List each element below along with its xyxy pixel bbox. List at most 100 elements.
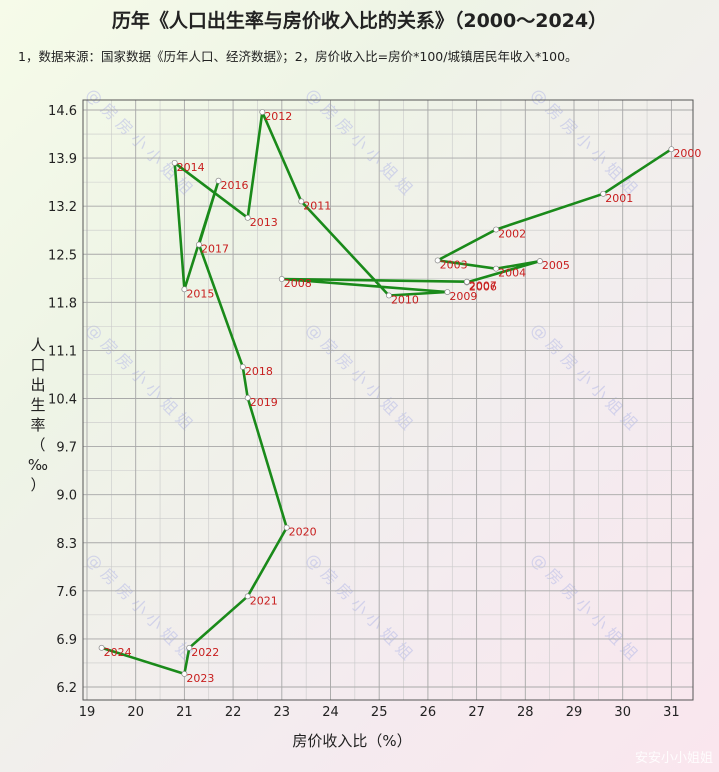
y-tick-label: 12.5: [48, 248, 77, 263]
x-tick-label: 24: [322, 705, 339, 720]
x-tick-label: 30: [614, 705, 631, 720]
x-tick-label: 22: [225, 705, 242, 720]
point-label-2015: 2015: [186, 287, 214, 300]
point-marker-2023: [181, 670, 188, 677]
x-tick-label: 26: [420, 705, 437, 720]
y-axis-title-char: ）: [30, 476, 45, 494]
tick-labels: 19 20 21 22 23 24 25 26 27 28 29 30 316.26.97.68.39.…: [48, 104, 680, 720]
point-marker-2019: [244, 394, 251, 401]
point-marker-2011: [298, 198, 305, 205]
point-marker-2022: [186, 644, 193, 651]
point-label-2002: 2002: [498, 228, 526, 241]
point-label-2020: 2020: [289, 526, 317, 539]
y-axis-title-char: 出: [30, 376, 45, 394]
y-axis-title-char: 口: [30, 356, 45, 374]
point-label-2018: 2018: [245, 365, 273, 378]
x-tick-label: 25: [371, 705, 388, 720]
point-marker-2024: [98, 644, 105, 651]
point-label-2000: 2000: [673, 147, 701, 160]
y-tick-label: 6.2: [56, 681, 77, 696]
y-tick-label: 11.8: [48, 296, 77, 311]
y-tick-label: 9.7: [56, 441, 77, 456]
watermark-text: @ 房 房 小 小 姐 姐: [302, 319, 416, 433]
x-tick-label: 29: [566, 705, 583, 720]
y-tick-label: 13.2: [48, 200, 77, 215]
point-label-2013: 2013: [250, 216, 278, 229]
point-label-2012: 2012: [264, 110, 292, 123]
point-marker-2001: [600, 190, 607, 197]
point-label-2003: 2003: [440, 258, 468, 271]
point-marker-2014: [171, 159, 178, 166]
watermark-text: @ 房 房 小 小 姐 姐: [82, 84, 196, 198]
point-marker-2007: [463, 278, 470, 285]
author-watermark: 安安小小姐姐: [634, 751, 713, 766]
x-tick-label: 23: [274, 705, 291, 720]
y-tick-label: 7.6: [56, 585, 77, 600]
point-marker-2012: [259, 109, 266, 116]
point-label-2024: 2024: [104, 646, 132, 659]
point-marker-2021: [244, 593, 251, 600]
x-tick-label: 27: [468, 705, 485, 720]
point-marker-2013: [244, 214, 251, 221]
point-label-2021: 2021: [250, 594, 278, 607]
point-label-2008: 2008: [284, 277, 312, 290]
point-label-2006: 2006: [469, 280, 497, 293]
x-tick-label: 20: [127, 705, 144, 720]
point-label-2001: 2001: [605, 192, 633, 205]
point-label-2005: 2005: [542, 259, 570, 272]
point-label-2010: 2010: [391, 293, 419, 306]
y-tick-label: 9.0: [56, 489, 77, 504]
y-tick-label: 13.9: [48, 152, 77, 167]
point-marker-2016: [215, 177, 222, 184]
point-label-2017: 2017: [201, 243, 229, 256]
y-tick-label: 6.9: [56, 633, 77, 648]
point-marker-2017: [196, 241, 202, 248]
point-marker-2015: [181, 286, 188, 293]
point-marker-2009: [444, 289, 451, 295]
y-axis-title-char: （: [30, 436, 45, 454]
point-marker-2010: [385, 292, 392, 299]
y-tick-label: 11.1: [48, 344, 77, 359]
watermark-text: @ 房 房 小 小 姐 姐: [82, 319, 196, 433]
point-label-2004: 2004: [498, 267, 526, 280]
watermark-text: @ 房 房 小 小 姐 姐: [527, 319, 641, 433]
watermark-text: @ 房 房 小 小 姐 姐: [302, 84, 416, 198]
point-label-2014: 2014: [177, 161, 205, 174]
data-source-note: 1，数据来源：国家数据《历年人口、经济数据》；2，房价收入比=房价*100/城镇…: [18, 49, 578, 64]
x-tick-label: 21: [176, 705, 193, 720]
point-marker-2002: [493, 226, 500, 233]
point-marker-2008: [278, 276, 285, 282]
point-label-2011: 2011: [303, 199, 331, 212]
y-tick-label: 10.4: [48, 393, 77, 408]
point-label-2009: 2009: [449, 290, 477, 303]
y-tick-label: 14.6: [48, 104, 77, 119]
point-marker-2004: [493, 265, 500, 272]
y-axis-title-char: 率: [30, 416, 45, 434]
watermark-layer: @ 房 房 小 小 姐 姐 @ 房 房 小 小 姐 姐 @ 房 房 小 小 姐 姐 @…: [82, 84, 641, 663]
plot-frame: [82, 99, 694, 701]
x-tick-label: 31: [663, 705, 680, 720]
chart-title: 历年《人口出生率与房价收入比的关系》（2000～2024）: [111, 10, 608, 32]
point-marker-2000: [668, 146, 675, 153]
y-axis-title-char: 人: [30, 336, 45, 354]
point-label-2019: 2019: [250, 396, 278, 409]
point-label-2016: 2016: [220, 179, 248, 192]
series-layer: [98, 109, 675, 677]
x-tick-label: 28: [517, 705, 534, 720]
point-label-2023: 2023: [186, 672, 214, 685]
y-axis-title-char: ‰: [28, 456, 48, 474]
point-label-2022: 2022: [191, 646, 219, 659]
point-label-2007: 2007: [469, 280, 497, 293]
x-tick-label: 19: [79, 705, 96, 720]
axes-layer: [82, 99, 694, 701]
x-axis-title: 房价收入比（%）: [292, 732, 411, 750]
point-marker-2005: [536, 258, 543, 265]
y-tick-label: 8.3: [56, 537, 77, 552]
y-axis-title: 人口出生率 （ ‰ ）: [28, 336, 48, 494]
point-marker-2020: [283, 524, 290, 531]
point-marker-2018: [239, 363, 246, 370]
point-marker-2003: [434, 257, 441, 264]
y-axis-title-char: 生: [30, 396, 45, 414]
